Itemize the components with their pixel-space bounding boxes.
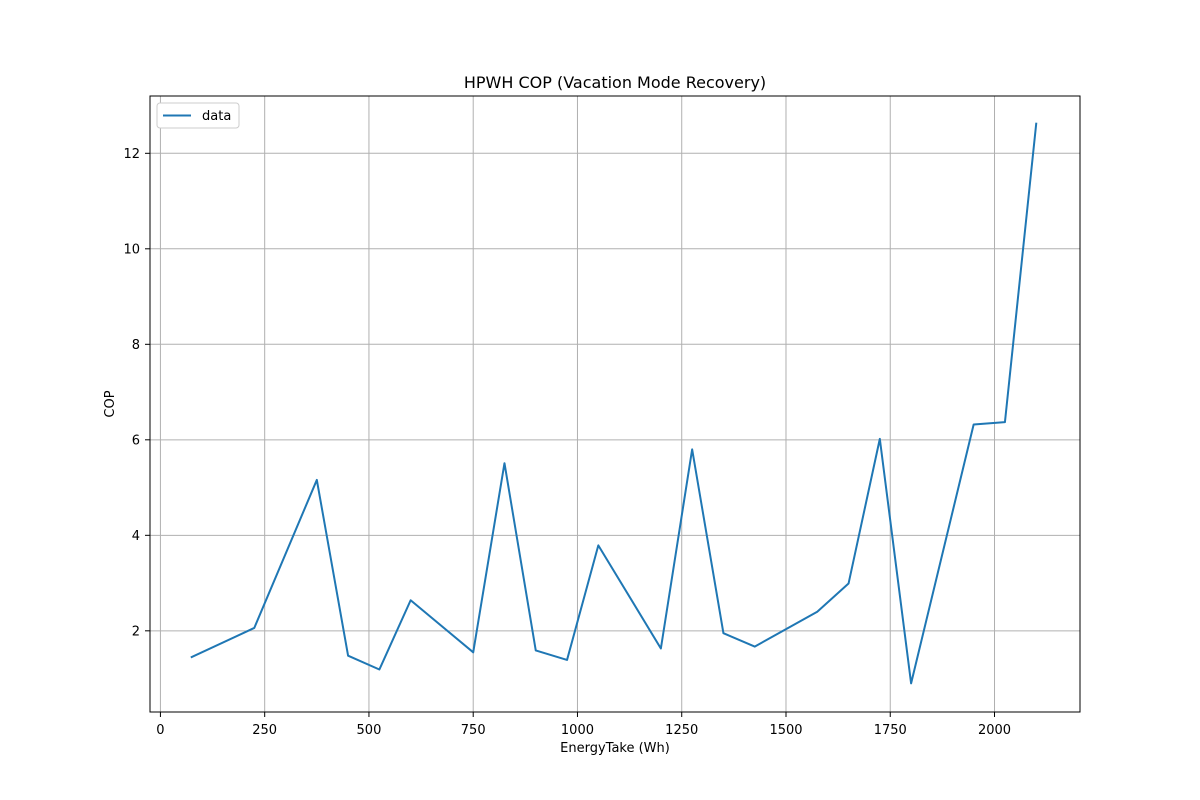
y-tick-label: 12 [123, 147, 140, 162]
x-tick-label: 750 [461, 723, 486, 738]
y-axis: 2 4 6 8 10 12 [123, 147, 150, 639]
x-tick-label: 0 [156, 723, 164, 738]
x-tick-label: 1500 [769, 723, 802, 738]
y-tick-label: 10 [123, 242, 140, 257]
y-tick-label: 6 [132, 433, 140, 448]
y-tick-label: 2 [132, 624, 140, 639]
plot-frame [149, 95, 1081, 713]
y-tick-label: 4 [132, 529, 140, 544]
x-tick-label: 1750 [874, 723, 907, 738]
x-axis: 0 250 500 750 1000 1250 1500 1750 2000 [156, 712, 1011, 738]
series-layer [190, 122, 1038, 685]
legend-label-data: data [202, 109, 231, 124]
y-axis-label: COP [103, 390, 118, 417]
legend-box [156, 102, 240, 129]
x-tick-label: 500 [357, 723, 382, 738]
chart-title: HPWH COP (Vacation Mode Recovery) [464, 73, 766, 92]
series-line-data [190, 122, 1038, 685]
y-tick-label: 8 [132, 338, 140, 353]
grid [150, 96, 1080, 712]
x-tick-label: 250 [252, 723, 277, 738]
legend: data [156, 102, 240, 129]
x-tick-label: 1000 [561, 723, 594, 738]
x-tick-label: 1250 [665, 723, 698, 738]
x-tick-label: 2000 [978, 723, 1011, 738]
x-axis-label: EnergyTake (Wh) [560, 741, 670, 756]
